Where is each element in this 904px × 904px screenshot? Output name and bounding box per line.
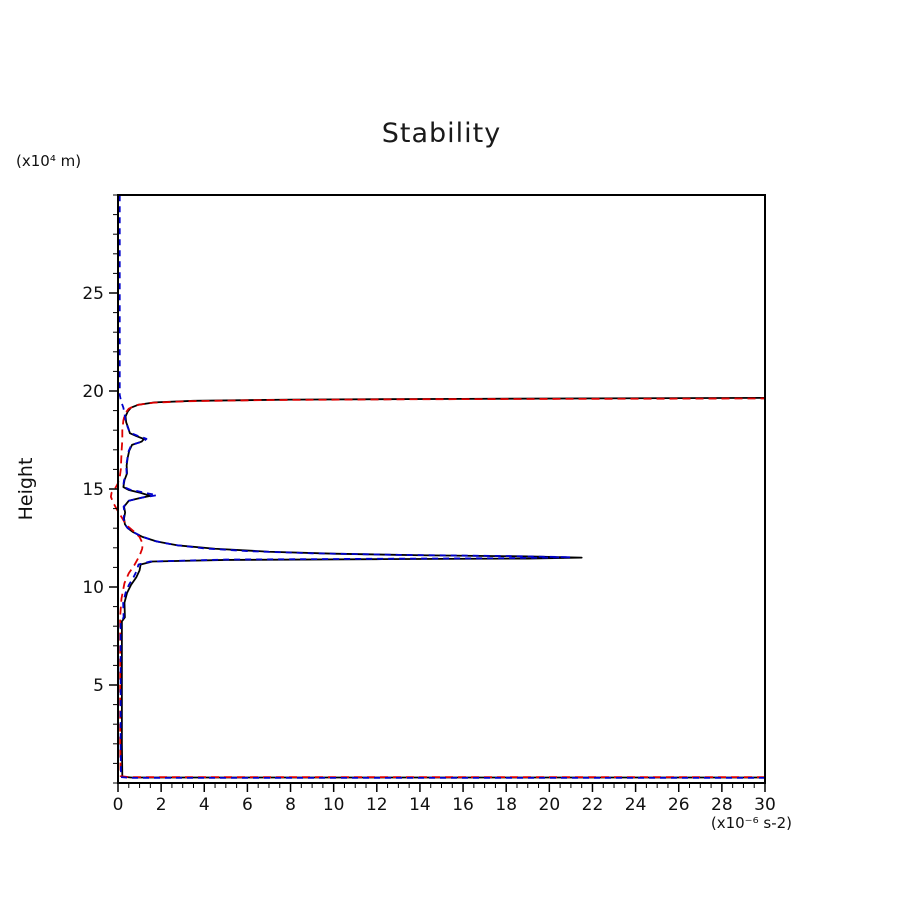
y-tick-label: 20: [82, 382, 104, 402]
x-tick-label: 16: [452, 795, 474, 815]
y-axis-unit-label: (x10⁴ m): [16, 152, 82, 170]
x-tick-label: 2: [156, 795, 167, 815]
y-tick-label: 15: [82, 480, 104, 500]
y-tick-label: 10: [82, 578, 104, 598]
x-tick-label: 0: [113, 795, 124, 815]
x-tick-label: 10: [323, 795, 345, 815]
x-tick-label: 6: [242, 795, 253, 815]
x-tick-label: 8: [285, 795, 296, 815]
x-tick-label: 12: [366, 795, 388, 815]
x-tick-label: 30: [754, 795, 776, 815]
x-tick-label: 24: [625, 795, 647, 815]
x-tick-label: 28: [711, 795, 733, 815]
x-tick-label: 4: [199, 795, 210, 815]
y-tick-label: 25: [82, 284, 104, 304]
x-axis-unit-label: (x10⁻⁶ s-2): [710, 814, 792, 832]
chart-title: Stability: [381, 118, 502, 149]
series-black-solid: [120, 396, 766, 779]
series-red-dashed: [109, 397, 766, 779]
y-tick-label: 5: [93, 676, 104, 696]
x-tick-label: 26: [668, 795, 690, 815]
x-tick-label: 14: [409, 795, 431, 815]
x-tick-label: 18: [495, 795, 517, 815]
x-tick-label: 20: [539, 795, 561, 815]
series-blue-dashed: [118, 195, 765, 779]
x-tick-label: 22: [582, 795, 604, 815]
plot-frame: [117, 194, 766, 784]
